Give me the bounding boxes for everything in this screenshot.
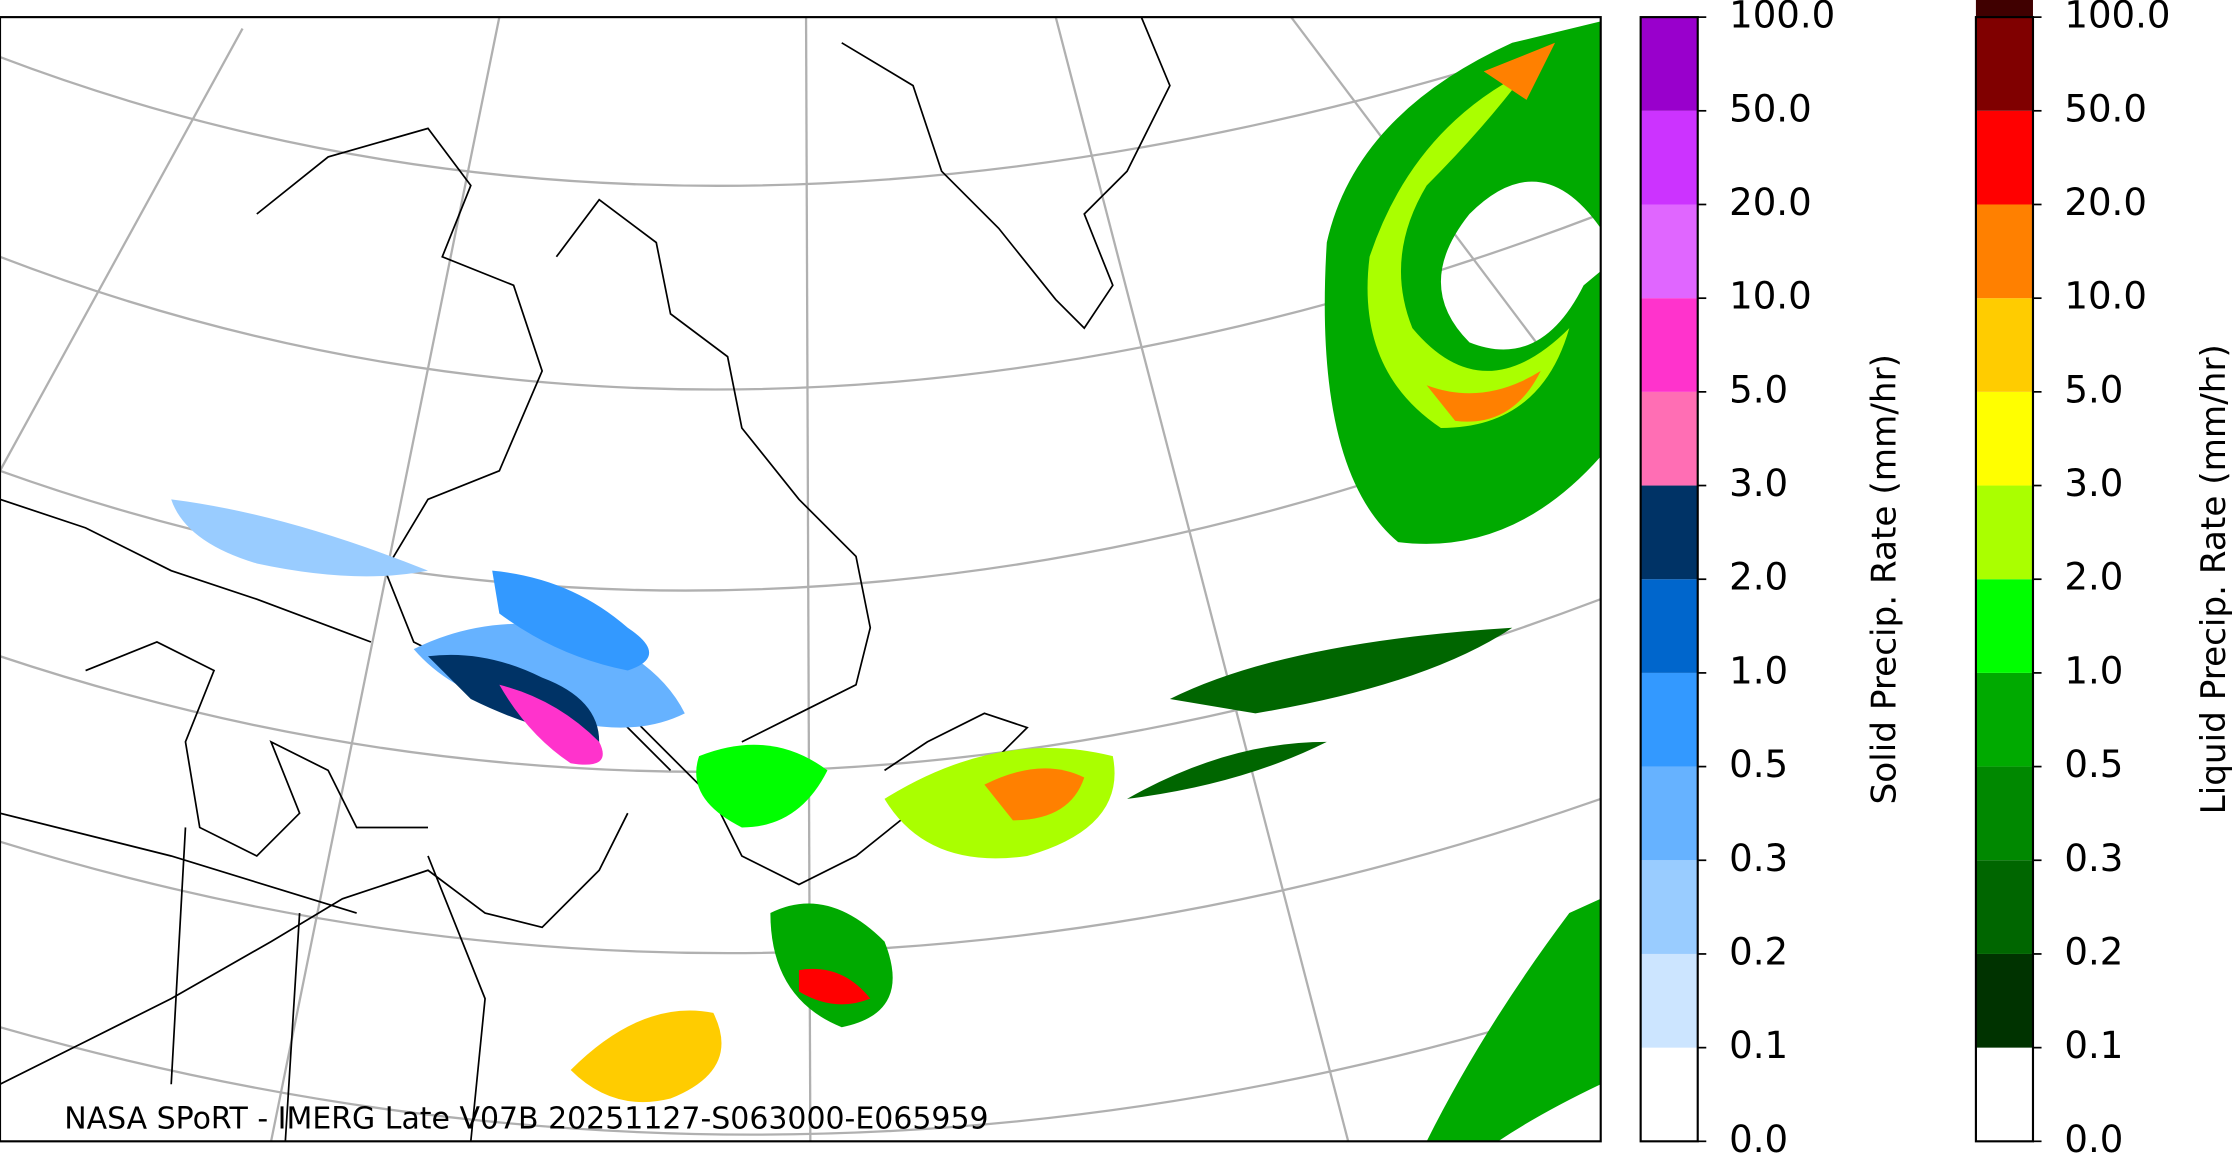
meridian [0, 27, 244, 472]
colorbar-segment [1975, 1047, 2033, 1142]
colorbar-segment [1640, 1047, 1698, 1142]
coastline [555, 198, 872, 743]
colorbar-tick-label: 10.0 [1729, 275, 1812, 318]
colorbar-segment [1975, 766, 2033, 861]
colorbar-tick-label: 50.0 [1729, 87, 1812, 130]
colorbar-segment [1975, 110, 2033, 205]
colorbar-segment [1640, 298, 1698, 392]
colorbar-segment [1640, 110, 1698, 205]
colorbar-segment [1640, 391, 1698, 486]
map-frame [0, 16, 1602, 1143]
border [0, 498, 486, 1142]
meridian [1054, 17, 1350, 1142]
snow-area [492, 570, 650, 671]
colorbar-segment [1640, 579, 1698, 673]
colorbar-label: Liquid Precip. Rate (mm/hr) [2194, 344, 2234, 814]
colorbar-tick-label: 100.0 [1729, 0, 1835, 37]
colorbar-tick-label: 1.0 [1729, 649, 1788, 692]
great-lakes [85, 641, 429, 858]
colorbar-tick-label: 2.0 [1729, 556, 1788, 599]
coastline [0, 812, 629, 1086]
solid-precip [171, 499, 685, 765]
snow-area [499, 684, 603, 765]
colorbar-segment [1640, 860, 1698, 954]
map: NASA SPoRT - IMERG Late V07B 20251127-S0… [0, 17, 1601, 1142]
parallel [0, 27, 1601, 187]
colorbar-tick-label: 100.0 [2064, 0, 2170, 37]
colorbar-tick-label: 0.0 [2064, 1118, 2123, 1161]
colorbar-segment [1975, 860, 2033, 954]
colorbar-segment [1640, 766, 1698, 861]
colorbar-tick-label: 2.0 [2064, 556, 2123, 599]
rain-area [798, 968, 871, 1005]
parallel [0, 997, 1601, 1136]
colorbar-segment [1975, 579, 2033, 673]
colorbar-segment [1640, 485, 1698, 580]
colorbar-tick-label: 0.3 [1729, 837, 1788, 880]
colorbar-segment [1975, 953, 2033, 1048]
rain-area [1426, 898, 1601, 1142]
colorbar-segment [1640, 953, 1698, 1048]
colorbar-tick-label: 10.0 [2064, 275, 2147, 318]
colorbar-tick-label: 0.5 [1729, 743, 1788, 786]
rain-area [1127, 627, 1513, 799]
colorbar-tick-label: 5.0 [2064, 368, 2123, 411]
rain-area [696, 744, 828, 828]
colorbar-segment [1640, 204, 1698, 299]
colorbar-tick-label: 0.0 [1729, 1118, 1788, 1161]
colorbar-segment [1640, 17, 1698, 111]
colorbar-tick-label: 0.1 [2064, 1024, 2123, 1067]
colorbar-segment [1975, 485, 2033, 580]
rain-area [570, 1010, 722, 1103]
colorbar-segment [1975, 204, 2033, 299]
colorbar-tick-label: 0.3 [2064, 837, 2123, 880]
coastline [841, 17, 1171, 330]
rain-area [1324, 21, 1601, 544]
colorbar-segment [1975, 17, 2033, 111]
colorbar-tick-label: 1.0 [2064, 649, 2123, 692]
colorbar-tick-label: 0.2 [2064, 930, 2123, 973]
colorbar-segment [1975, 672, 2033, 767]
rain-area [984, 768, 1085, 821]
colorbar-tick-label: 3.0 [2064, 462, 2123, 505]
colorbar-tick-label: 0.1 [1729, 1024, 1788, 1067]
colorbar-tick-label: 5.0 [1729, 368, 1788, 411]
colorbar-tick-label: 50.0 [2064, 87, 2147, 130]
caption: NASA SPoRT - IMERG Late V07B 20251127-S0… [64, 1101, 988, 1136]
colorbar-segment [1975, 0, 2033, 18]
rain-area [1367, 71, 1570, 428]
snow-area [171, 499, 429, 577]
colorbar-segment [1975, 298, 2033, 392]
colorbar-tick-label: 0.2 [1729, 930, 1788, 973]
meridian [269, 17, 501, 1142]
colorbar-tick-label: 20.0 [1729, 181, 1812, 224]
colorbar-tick-label: 20.0 [2064, 181, 2147, 224]
colorbar-label: Solid Precip. Rate (mm/hr) [1865, 354, 1905, 804]
colorbar-segment [1975, 391, 2033, 486]
colorbar-tick-label: 3.0 [1729, 462, 1788, 505]
liquid-precip [570, 21, 1601, 1142]
colorbar-segment [1640, 672, 1698, 767]
colorbar-tick-label: 0.5 [2064, 743, 2123, 786]
